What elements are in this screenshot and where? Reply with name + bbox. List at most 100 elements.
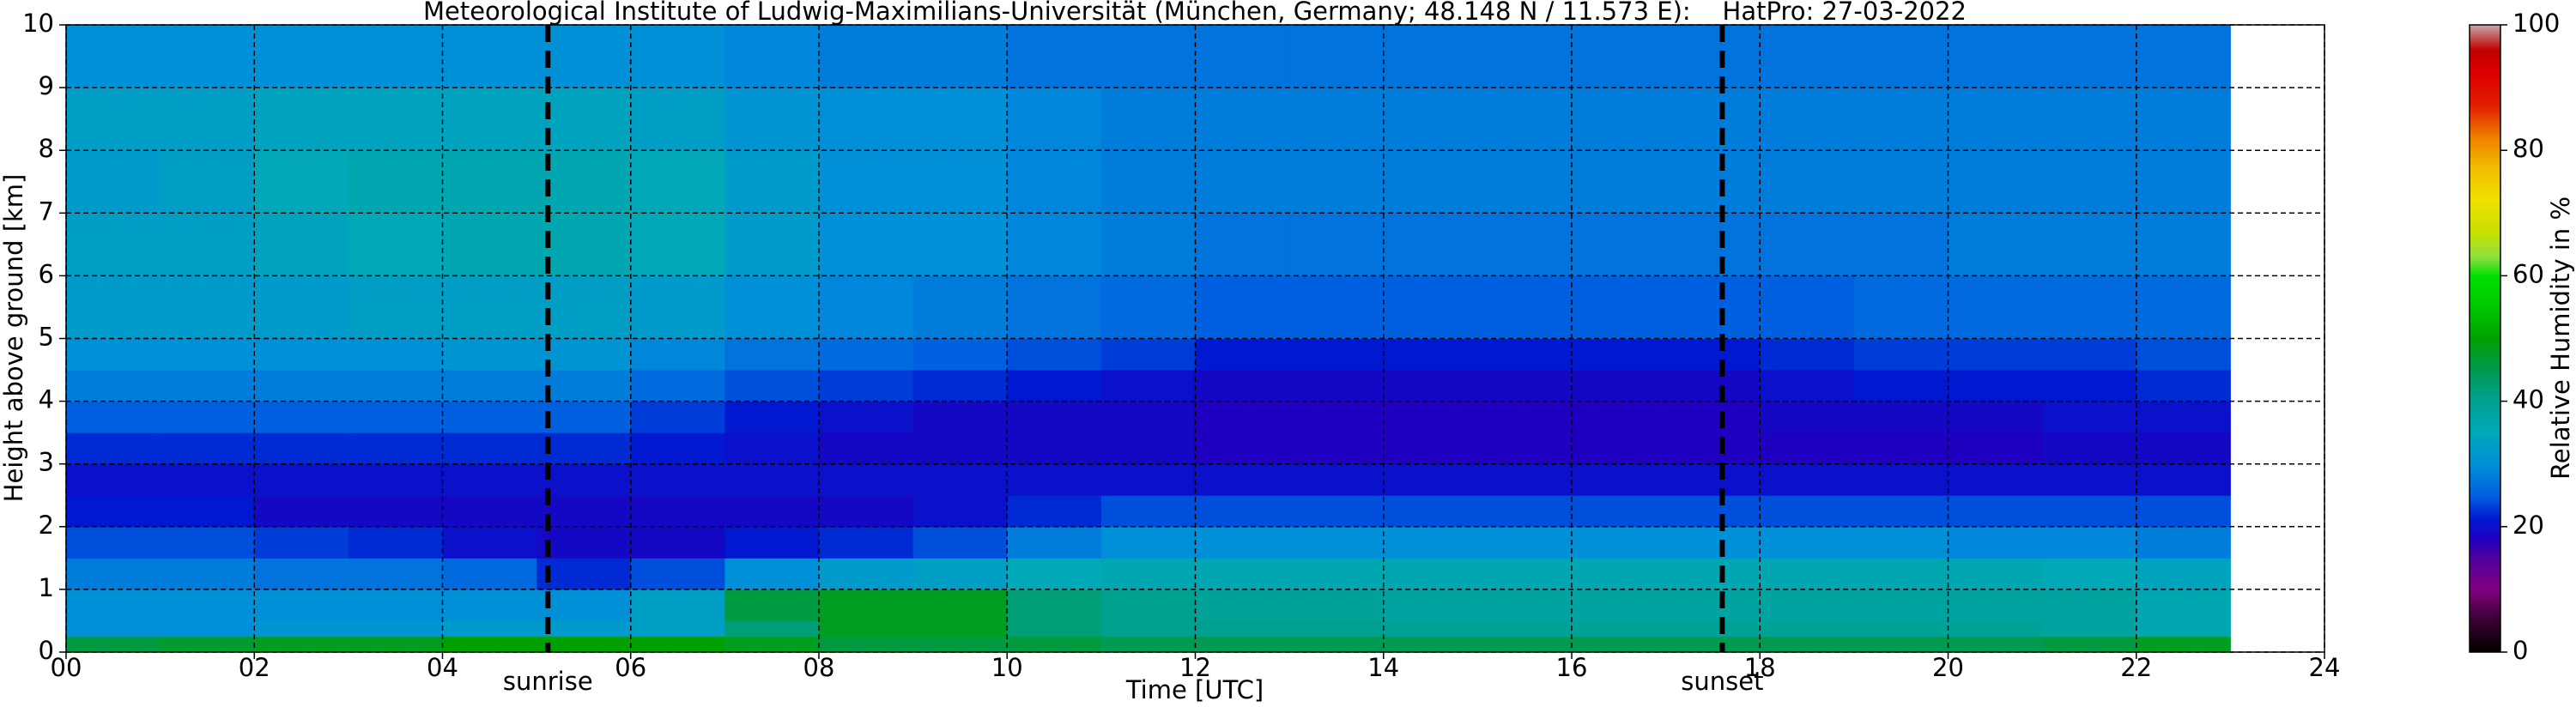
heat-cell	[1289, 526, 1385, 559]
heat-cell	[1853, 526, 1949, 559]
heat-cell	[2136, 401, 2231, 433]
heat-cell	[1477, 636, 1573, 653]
heat-cell	[2136, 432, 2231, 465]
x-tick-label: 14	[1367, 653, 1399, 682]
heat-cell	[1572, 463, 1667, 496]
heat-cell	[442, 370, 537, 402]
heat-cell	[1383, 370, 1478, 402]
heat-cell	[254, 150, 349, 214]
heat-cell	[1665, 636, 1761, 653]
heat-cell	[1383, 636, 1478, 653]
heat-cell	[1572, 275, 1667, 339]
heat-cell	[819, 88, 914, 151]
heat-cell	[160, 25, 255, 88]
heat-cell	[348, 25, 443, 88]
heat-cell	[1760, 558, 1855, 590]
heat-cell	[912, 338, 1008, 371]
heat-cell	[1477, 213, 1573, 276]
heat-cell	[442, 432, 537, 465]
heat-cell	[1289, 150, 1385, 214]
x-tick-label: 18	[1744, 653, 1776, 682]
heat-cell	[442, 526, 537, 559]
heat-cell	[1195, 432, 1290, 465]
heat-cell	[536, 620, 632, 638]
heat-cell	[1853, 401, 1949, 433]
heat-cell	[254, 401, 349, 433]
heat-cell	[724, 463, 820, 496]
heat-cell	[66, 432, 161, 465]
heat-cell	[724, 213, 820, 276]
heat-cell	[2042, 213, 2137, 276]
heat-cell	[536, 432, 632, 465]
heat-cell	[2136, 636, 2231, 653]
heat-cell	[348, 401, 443, 433]
heat-cell	[536, 589, 632, 621]
heat-cell	[630, 526, 725, 559]
heat-cell	[1760, 620, 1855, 638]
x-tick-label: 02	[239, 653, 270, 682]
heat-cell	[536, 401, 632, 433]
heat-cell	[536, 213, 632, 276]
heat-cell	[819, 636, 914, 653]
heat-cell	[66, 636, 161, 653]
heat-cell	[1100, 213, 1196, 276]
heat-cell	[819, 213, 914, 276]
heat-cell	[1195, 213, 1290, 276]
heat-cell	[724, 620, 820, 638]
heat-cell	[1665, 275, 1761, 339]
y-tick-label: 5	[39, 323, 54, 352]
heat-cell	[442, 558, 537, 590]
heat-cell	[2042, 275, 2137, 339]
heat-cell	[442, 338, 537, 371]
heat-cell	[2042, 526, 2137, 559]
heat-cell	[2136, 370, 2231, 402]
heat-cell	[724, 88, 820, 151]
heat-cell	[1383, 463, 1478, 496]
heat-cell	[160, 150, 255, 214]
heat-cell	[1477, 25, 1573, 88]
heat-cell	[1289, 370, 1385, 402]
heat-cell	[724, 526, 820, 559]
heat-cell	[348, 620, 443, 638]
heat-cell	[254, 589, 349, 621]
heat-cell	[160, 338, 255, 371]
colorbar-tick-label: 80	[2512, 134, 2544, 163]
heat-cell	[630, 275, 725, 339]
heat-cell	[819, 526, 914, 559]
heat-cell	[1760, 526, 1855, 559]
heat-cell	[442, 275, 537, 339]
heat-cell	[630, 150, 725, 214]
heat-cell	[66, 25, 161, 88]
heat-cell	[254, 370, 349, 402]
heat-cell	[1665, 526, 1761, 559]
heat-cell	[1948, 589, 2043, 621]
heat-cell	[1195, 636, 1290, 653]
heat-cell	[1948, 636, 2043, 653]
heat-cell	[1477, 495, 1573, 528]
heat-cell	[2136, 275, 2231, 339]
heat-cell	[819, 495, 914, 528]
heat-cell	[1195, 620, 1290, 638]
heat-cell	[1100, 620, 1196, 638]
heat-cell	[1289, 25, 1385, 88]
heat-cell	[254, 338, 349, 371]
heat-cell	[1665, 558, 1761, 590]
heat-cell	[1195, 401, 1290, 433]
heat-cell	[1100, 370, 1196, 402]
heat-cell	[1477, 88, 1573, 151]
heat-cell	[1853, 275, 1949, 339]
heat-cell	[1665, 432, 1761, 465]
heat-cell	[66, 620, 161, 638]
heat-cell	[1289, 620, 1385, 638]
heat-cell	[442, 25, 537, 88]
heat-cell	[1853, 589, 1949, 621]
heat-cell	[1853, 620, 1949, 638]
heat-cell	[1948, 620, 2043, 638]
heat-cell	[160, 463, 255, 496]
heat-cell	[160, 213, 255, 276]
heat-cell	[1007, 558, 1102, 590]
heat-cell	[630, 620, 725, 638]
heat-cell	[1948, 25, 2043, 88]
heat-cell	[2136, 526, 2231, 559]
heat-cell	[1383, 495, 1478, 528]
